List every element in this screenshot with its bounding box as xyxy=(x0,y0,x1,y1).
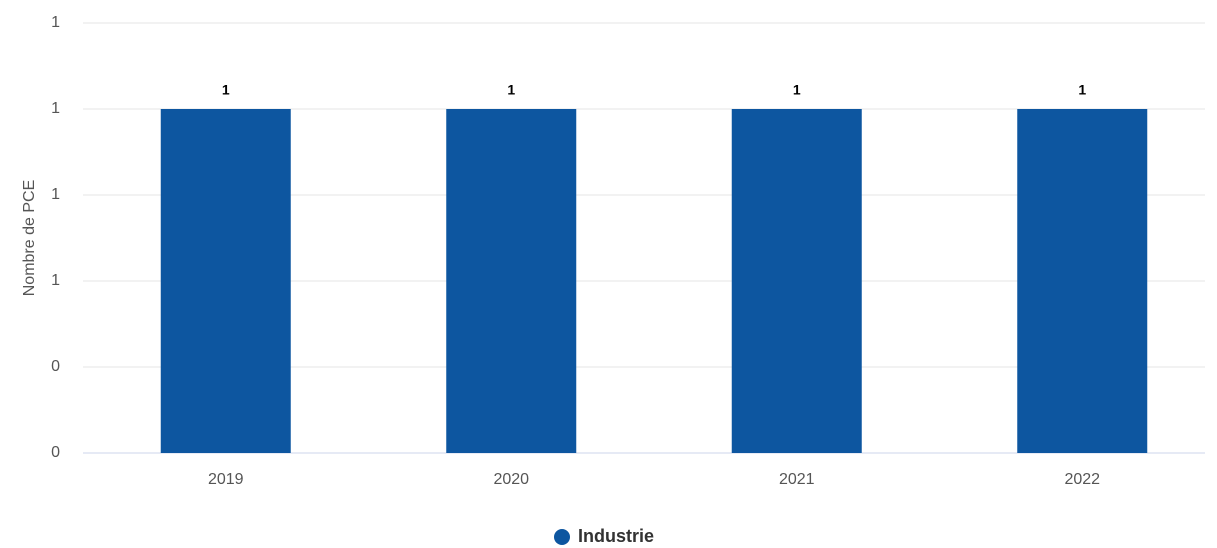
value-label: 1 xyxy=(793,82,801,98)
y-tick-label: 1 xyxy=(51,14,60,31)
bar xyxy=(731,109,862,453)
legend-marker xyxy=(554,529,570,545)
y-tick-label: 1 xyxy=(51,100,60,117)
value-label: 1 xyxy=(222,82,230,98)
x-tick-label: 2022 xyxy=(1064,471,1100,488)
y-tick-label: 0 xyxy=(51,444,60,461)
bar xyxy=(1017,109,1148,453)
x-tick-label: 2020 xyxy=(493,471,529,488)
value-label: 1 xyxy=(1078,82,1086,98)
bar xyxy=(160,109,291,453)
x-tick-label: 2019 xyxy=(208,471,244,488)
y-tick-label: 0 xyxy=(51,358,60,375)
y-tick-label: 1 xyxy=(51,186,60,203)
legend-label: Industrie xyxy=(578,526,654,546)
x-tick-label: 2021 xyxy=(779,471,815,488)
y-axis-title: Nombre de PCE xyxy=(21,180,38,297)
value-label: 1 xyxy=(507,82,515,98)
bar xyxy=(446,109,577,453)
y-tick-label: 1 xyxy=(51,272,60,289)
